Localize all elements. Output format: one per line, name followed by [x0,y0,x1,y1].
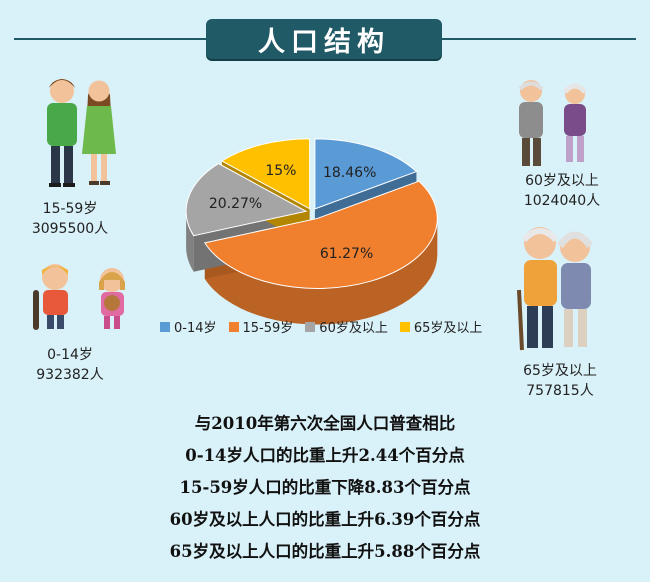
note-line: 与2010年第六次全国人口普查相比 [194,414,456,433]
group-65-plus: 65岁及以上 757815人 [500,361,620,401]
group-count: 932382人 [36,367,104,383]
legend-label: 65岁及以上 [413,321,483,336]
legend-swatch [160,321,170,332]
note-line: 0-14岁人口的比重上升2.44个百分点 [185,446,465,465]
note-line: 15-59岁人口的比重下降8.83个百分点 [179,478,471,497]
legend-swatch [228,321,239,332]
children-icon [33,264,125,330]
legend-item: 0-14岁 [160,317,217,336]
legend-item: 65岁及以上 [399,317,483,336]
group-age: 65岁及以上 [523,363,597,379]
group-age: 15-59岁 [42,201,98,217]
legend-label: 15-59岁 [242,321,294,336]
group-age: 60岁及以上 [525,173,599,189]
legend-swatch [399,321,410,332]
group-0-14: 0-14岁 932382人 [30,345,110,385]
elderly-couple-icon [518,80,587,166]
pie-data-label: 18.46% [323,165,376,181]
group-count: 3095500人 [31,221,109,237]
legend-swatch [305,321,316,332]
group-age: 0-14岁 [47,347,93,363]
legend-label: 0-14岁 [174,321,217,336]
pie-slice [314,138,418,210]
pie-slice-side [204,218,438,325]
group-15-59: 15-59岁 3095500人 [30,199,110,239]
pie-slice [204,180,438,289]
pie-slice [220,138,311,210]
group-count: 1024040人 [523,193,601,209]
chart-legend: 0-14岁 15-59岁 60岁及以上 65岁及以上 [160,317,482,336]
group-60-plus: 60岁及以上 1024040人 [507,171,617,211]
legend-item: 60岁及以上 [305,317,388,336]
note-line: 60岁及以上人口的比重上升6.39个百分点 [169,510,481,529]
pie-slice-side [186,211,194,272]
group-count: 757815人 [526,383,594,399]
adult-couple-icon [47,79,116,187]
page-title: 人口结构 [206,19,442,59]
elderly-couple-cane-icon [517,227,593,351]
pie-data-label: 20.27% [209,196,262,212]
pie-slice [185,162,308,237]
pie-data-label: 61.27% [320,246,373,262]
comparison-notes: 与2010年第六次全国人口普查相比 0-14岁人口的比重上升2.44个百分点 1… [0,408,650,568]
pie-data-label: 15% [265,163,296,179]
legend-label: 60岁及以上 [319,321,388,336]
note-line: 65岁及以上人口的比重上升5.88个百分点 [169,542,481,561]
pie-chart: 18.46% 61.27% 20.27% 15% [185,138,438,325]
legend-item: 15-59岁 [228,317,294,336]
